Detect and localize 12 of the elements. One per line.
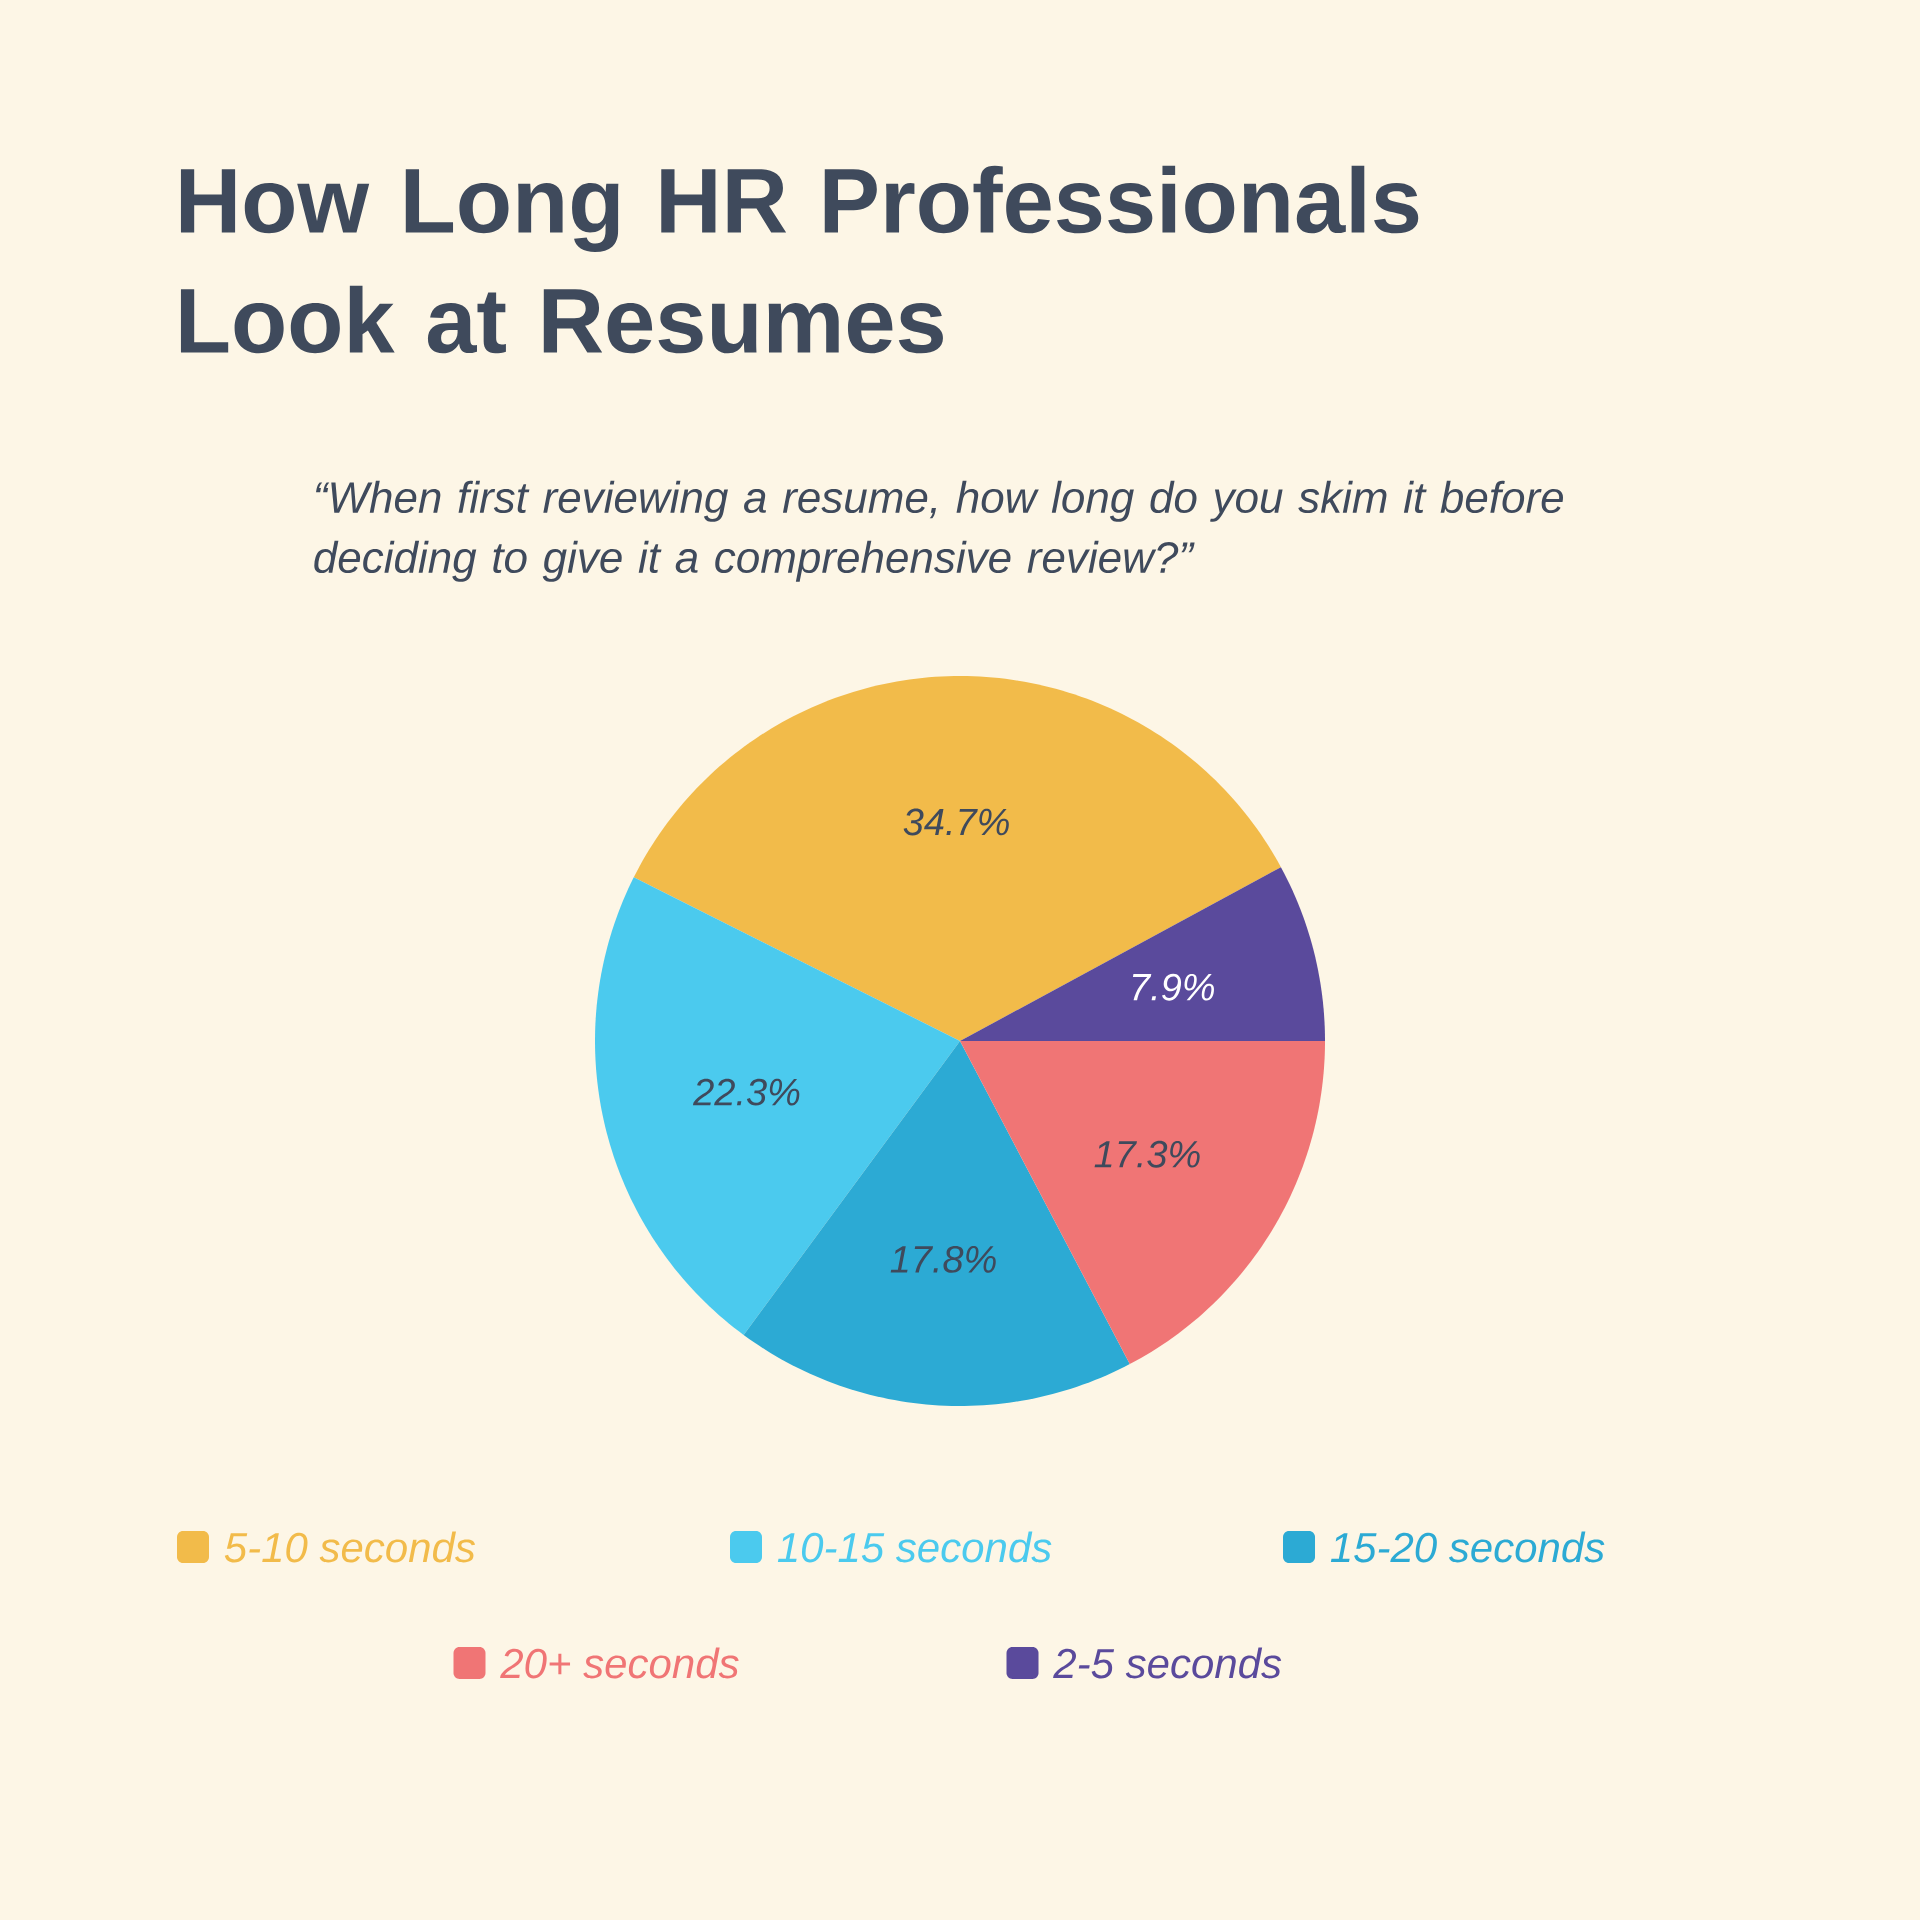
data-label: 7.9% [1132,973,1214,1001]
legend-label: 5-10 seconds [224,1531,476,1563]
chart-subtitle: “When first reviewing a resume, how long do you skim it before deciding to give it a comprehensive review?” [314,480,1564,582]
data-label: 34.7% [903,808,1009,836]
data-label: 17.3% [1094,1140,1200,1168]
data-label: 22.3% [692,1078,800,1106]
legend-label: 2-5 seconds [1053,1647,1282,1679]
data-label: 17.8% [890,1245,996,1273]
legend-label: 15-20 seconds [1330,1531,1605,1563]
chart-title: How Long HR Professionals Look at Resumes [180,165,1419,354]
legend-label: 10-15 seconds [777,1531,1052,1563]
legend-label: 20+ seconds [500,1647,739,1679]
